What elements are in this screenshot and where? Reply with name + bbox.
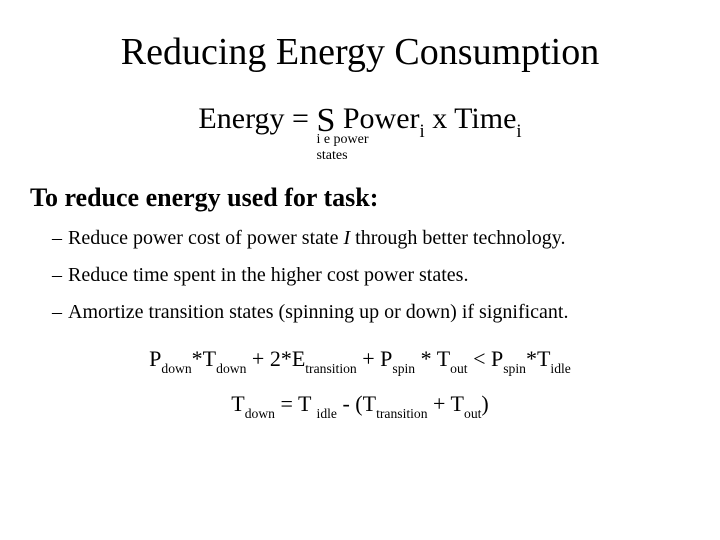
bullet-dash: – bbox=[52, 301, 68, 324]
eq-rhs-sub2: i bbox=[516, 121, 521, 142]
bullet-item: –Amortize transition states (spinning up… bbox=[52, 301, 690, 324]
f2-p1: T bbox=[231, 391, 244, 416]
f2-s1: down bbox=[245, 406, 275, 421]
f1-s7: idle bbox=[550, 361, 570, 376]
f2-s3: transition bbox=[376, 406, 427, 421]
slide-title: Reducing Energy Consumption bbox=[30, 30, 690, 74]
inequality-formula: Pdown*Tdown + 2*Etransition + Pspin * To… bbox=[30, 346, 690, 375]
f1-p2: *T bbox=[192, 346, 216, 371]
eq-rhs-1: Power bbox=[335, 102, 419, 135]
f2-p4: + T bbox=[428, 391, 464, 416]
section-heading: To reduce energy used for task: bbox=[30, 183, 690, 213]
bullet-item: –Reduce time spent in the higher cost po… bbox=[52, 264, 690, 287]
f2-s2: idle bbox=[317, 406, 337, 421]
sigma-lower-1a: i bbox=[316, 132, 323, 147]
bullet-dash: – bbox=[52, 264, 68, 287]
bullet-text-a: Reduce time spent in the higher cost pow… bbox=[68, 264, 468, 286]
eq-rhs-sub1: i bbox=[420, 121, 425, 142]
f2-s4: out bbox=[464, 406, 481, 421]
f2-p5: ) bbox=[481, 391, 488, 416]
f1-s6: spin bbox=[503, 361, 526, 376]
f1-p3: + 2*E bbox=[246, 346, 305, 371]
f2-p3: - (T bbox=[337, 391, 376, 416]
f1-s1: down bbox=[161, 361, 191, 376]
f1-p6: < P bbox=[468, 346, 504, 371]
bullet-text-b: through better technology. bbox=[350, 227, 565, 249]
sigma-symbol: Si e powerstates bbox=[316, 102, 335, 140]
bullet-text-a: Amortize transition states (spinning up … bbox=[68, 301, 568, 323]
sigma-lower-2: states bbox=[316, 148, 347, 164]
f1-p4: + P bbox=[357, 346, 393, 371]
f1-p5: * T bbox=[415, 346, 450, 371]
eq-rhs-2: x Time bbox=[425, 102, 517, 135]
energy-equation-line: Energy = Si e powerstates Poweri x Timei bbox=[198, 102, 521, 141]
f1-s5: out bbox=[450, 361, 467, 376]
f1-s2: down bbox=[216, 361, 246, 376]
bullet-text-a: Reduce power cost of power state bbox=[68, 227, 343, 249]
slide: Reducing Energy Consumption Energy = Si … bbox=[0, 0, 720, 540]
f1-p7: *T bbox=[526, 346, 550, 371]
bullet-dash: – bbox=[52, 227, 68, 250]
bullet-item: –Reduce power cost of power state I thro… bbox=[52, 227, 690, 250]
eq-lhs: Energy = bbox=[198, 102, 316, 135]
f1-s3: transition bbox=[305, 361, 356, 376]
sigma-lower-1: i e power bbox=[316, 132, 368, 148]
f1-p1: P bbox=[149, 346, 161, 371]
sigma-lower-1c: power bbox=[330, 132, 369, 147]
energy-equation: Energy = Si e powerstates Poweri x Timei bbox=[30, 102, 690, 141]
equality-formula: Tdown = T idle - (Ttransition + Tout) bbox=[30, 391, 690, 420]
f1-s4: spin bbox=[392, 361, 415, 376]
f2-p2: = T bbox=[275, 391, 317, 416]
